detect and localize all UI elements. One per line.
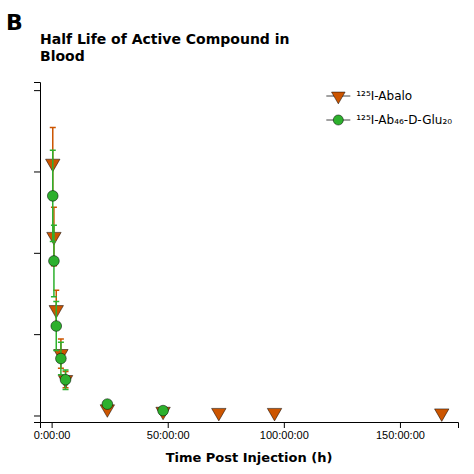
panel-label: B [6, 10, 23, 35]
legend-item: ¹²⁵I-Ab₄₆-D-Glu₂₀ [326, 113, 452, 127]
x-tick: 100:00:00 [260, 422, 309, 441]
x-tick: 50:00:00 [147, 422, 190, 441]
marker [60, 374, 71, 385]
marker [56, 353, 67, 364]
y-tick [34, 90, 40, 91]
y-tick [34, 415, 40, 416]
legend: ¹²⁵I-Abalo ¹²⁵I-Ab₄₆-D-Glu₂₀ [326, 89, 452, 127]
x-tick-mark [284, 422, 285, 428]
x-axis-title: Time Post Injection (h) [166, 450, 333, 465]
y-tick-mark [34, 334, 40, 335]
x-tick: 0:00:00 [34, 422, 71, 441]
series [46, 128, 449, 422]
marker [49, 256, 60, 267]
marker [267, 408, 281, 420]
marker [212, 408, 226, 420]
marker [47, 191, 58, 202]
x-tick-label: 100:00:00 [260, 429, 309, 441]
legend-symbol [333, 115, 343, 125]
y-tick-mark [34, 90, 40, 91]
y-tick [34, 171, 40, 172]
x-axis-line [41, 423, 459, 429]
x-tick-label: 50:00:00 [147, 429, 190, 441]
y-tick [34, 334, 40, 335]
x-axis: 0:00:00 50:00:00 100:00:00 150:00:00 [34, 422, 459, 441]
legend-symbol [332, 92, 346, 104]
y-axis-line [34, 83, 41, 423]
x-tick-label: 0:00:00 [34, 429, 71, 441]
y-tick-mark [34, 415, 40, 416]
y-axis [34, 83, 41, 423]
x-tick-label: 150:00:00 [376, 429, 425, 441]
y-tick [34, 253, 40, 254]
y-tick-mark [34, 171, 40, 172]
series [47, 150, 168, 416]
legend-label: ¹²⁵I-Abalo [356, 89, 412, 103]
chart: 0:00:00 50:00:00 100:00:00 150:00:00 B Half L… [0, 0, 474, 474]
x-tick: 150:00:00 [376, 422, 425, 441]
marker [102, 399, 113, 410]
legend-label: ¹²⁵I-Ab₄₆-D-Glu₂₀ [356, 113, 452, 127]
x-tick-mark [52, 422, 53, 428]
marker [158, 405, 169, 416]
marker [435, 409, 449, 421]
x-tick-mark [168, 422, 169, 428]
x-tick-mark [400, 422, 401, 428]
y-tick-mark [34, 253, 40, 254]
title: Half Life of Active Compound inBlood [40, 31, 290, 64]
marker [51, 321, 62, 332]
plot-area [46, 128, 449, 422]
legend-item: ¹²⁵I-Abalo [326, 89, 412, 104]
